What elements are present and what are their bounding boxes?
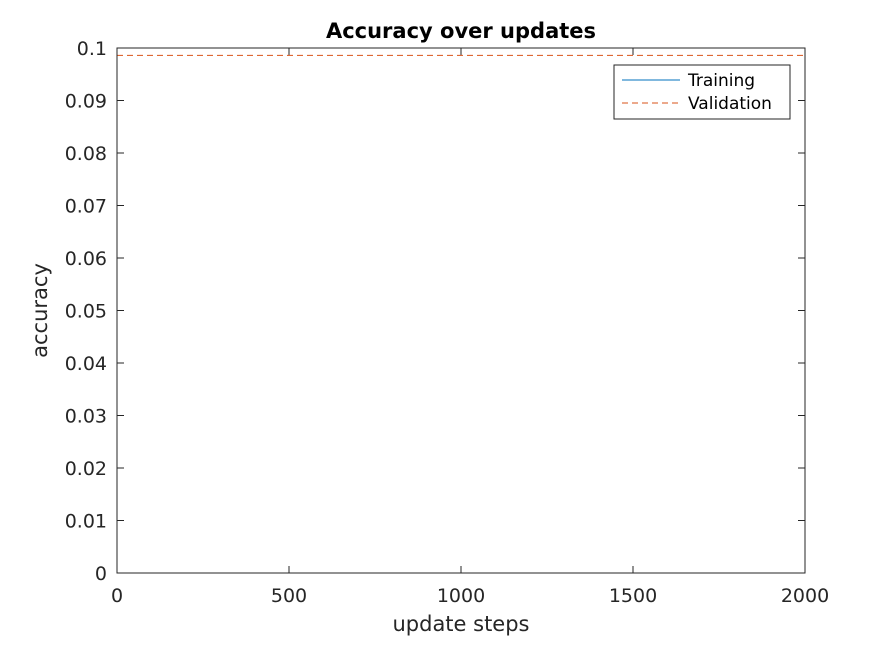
y-tick-label: 0.06 <box>65 248 107 270</box>
legend-label-training: Training <box>687 71 755 91</box>
x-tick-label: 0 <box>111 585 123 607</box>
y-tick-label: 0.1 <box>77 38 107 60</box>
y-tick-label: 0.09 <box>65 91 107 113</box>
y-tick-label: 0.05 <box>65 301 107 323</box>
y-tick-label: 0 <box>95 563 107 585</box>
y-tick-label: 0.02 <box>65 458 107 480</box>
x-axis-title: update steps <box>392 612 529 636</box>
x-tick-label: 1500 <box>609 585 657 607</box>
y-tick-label: 0.01 <box>65 511 107 533</box>
y-tick-label: 0.04 <box>65 353 107 375</box>
legend-label-validation: Validation <box>688 94 772 114</box>
x-tick-label: 500 <box>271 585 307 607</box>
y-tick-label: 0.08 <box>65 143 107 165</box>
axis-ticks: 0 500 1000 1500 2000 0 0.01 0.02 0.03 0.04 0.05 0.0… <box>65 38 829 607</box>
chart-title: Accuracy over updates <box>326 19 596 43</box>
y-tick-label: 0.03 <box>65 406 107 428</box>
y-tick-label: 0.07 <box>65 196 107 218</box>
x-tick-label: 2000 <box>781 585 829 607</box>
legend-box <box>613 64 791 120</box>
x-tick-label: 1000 <box>437 585 485 607</box>
y-axis-title: accuracy <box>28 263 52 358</box>
legend: Training Validation <box>613 64 791 120</box>
axes-box <box>116 47 806 574</box>
